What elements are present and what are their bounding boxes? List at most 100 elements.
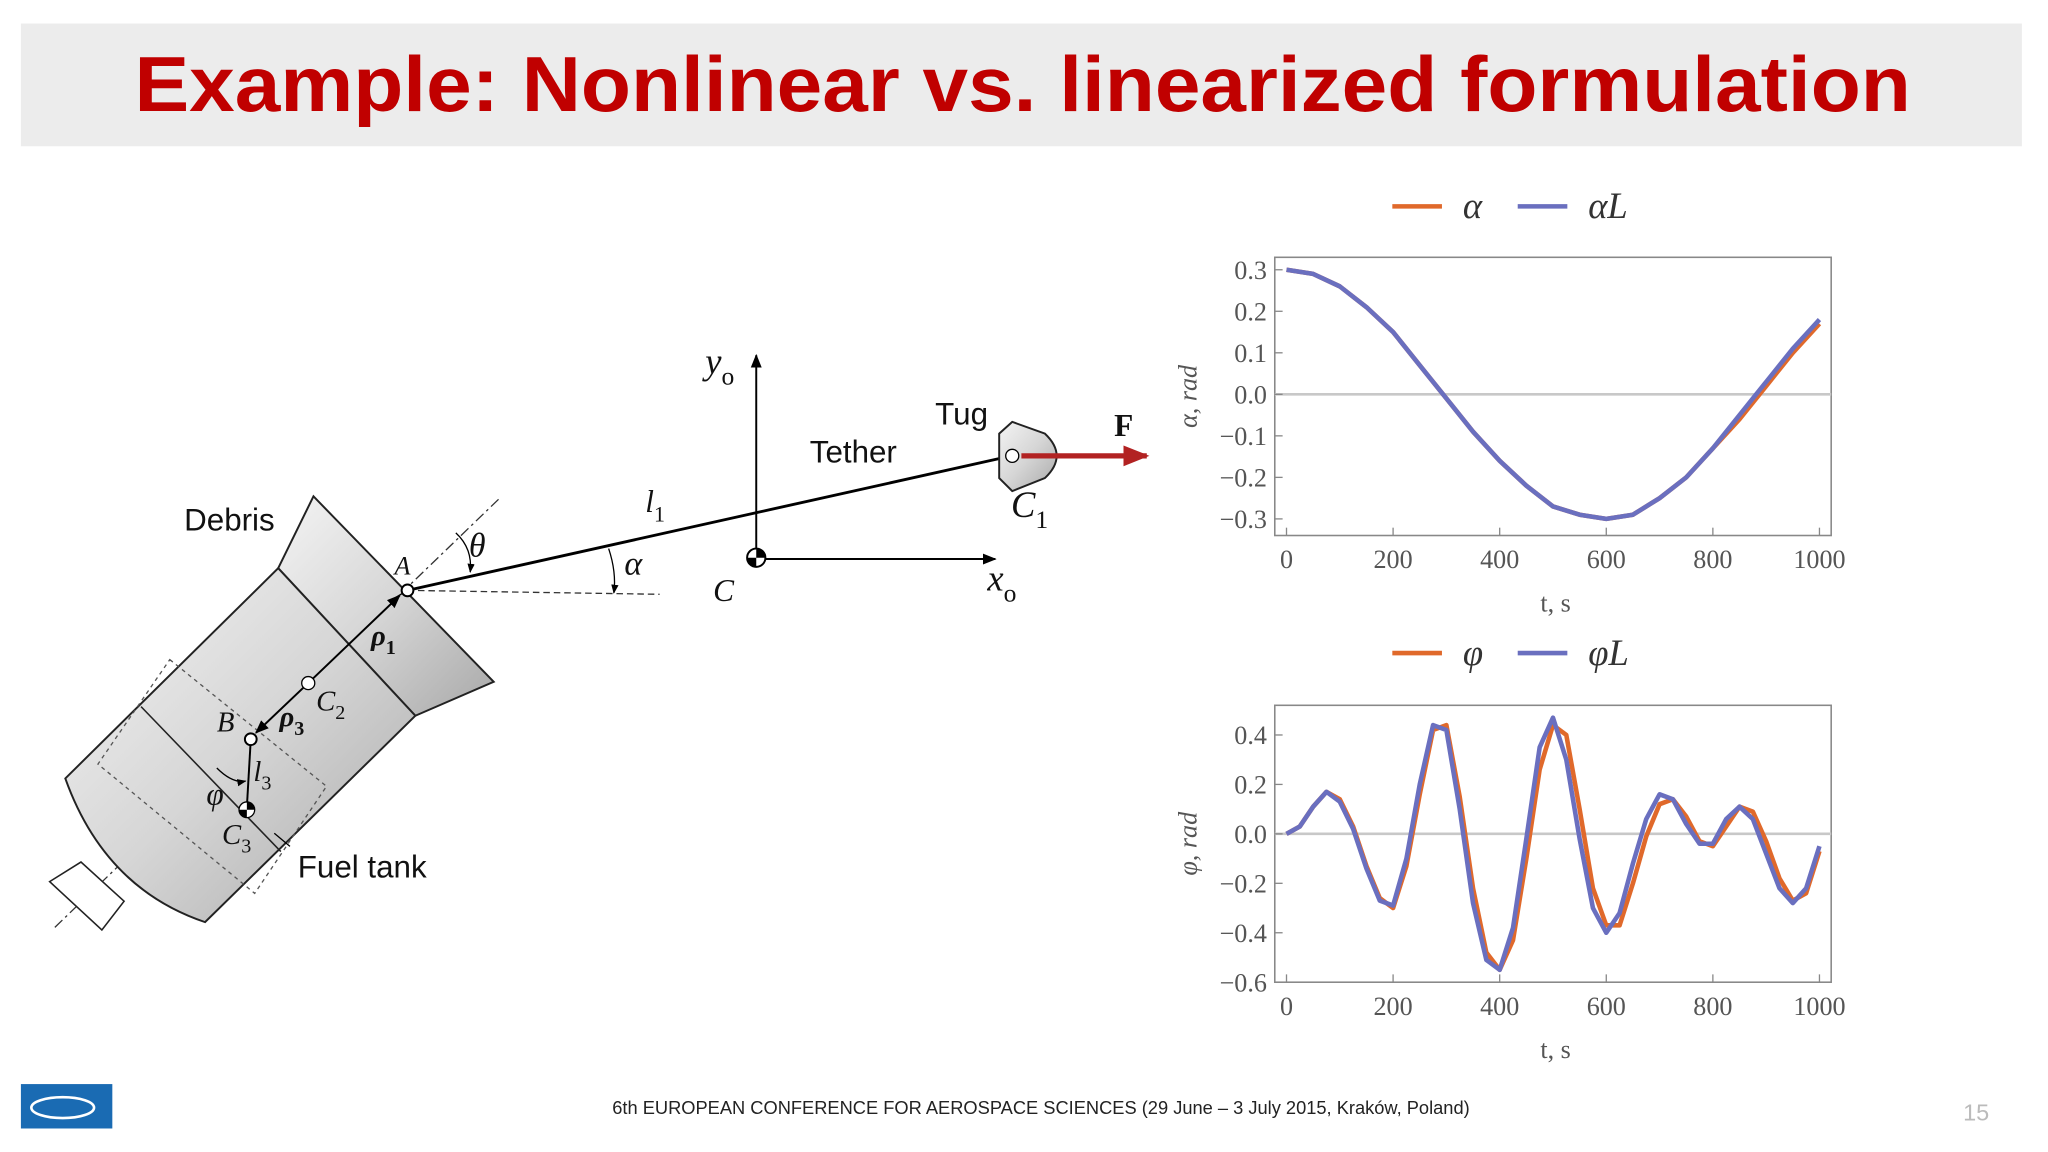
label-subscript: 3 bbox=[261, 773, 271, 795]
label-subscript: o bbox=[722, 362, 735, 391]
label-text: Fuel tank bbox=[298, 850, 427, 885]
x-tick-label: 200 bbox=[1374, 992, 1413, 1021]
diagram-label: θ bbox=[469, 527, 486, 564]
fuel-tank bbox=[64, 566, 417, 924]
y-tick-label: −0.3 bbox=[1220, 505, 1267, 534]
y-tick-label: 0.1 bbox=[1234, 339, 1267, 368]
label-text: l bbox=[253, 756, 261, 788]
diagram-label: α bbox=[624, 546, 643, 583]
label-text: C bbox=[316, 686, 336, 718]
tank-seam bbox=[140, 706, 282, 853]
label-text: θ bbox=[469, 527, 486, 564]
label-text: ρ bbox=[370, 620, 386, 652]
cm-c3 bbox=[239, 801, 255, 818]
diagram-label: Tug bbox=[935, 396, 988, 431]
tank-inner bbox=[97, 658, 328, 895]
diagram-label: l3 bbox=[253, 756, 271, 795]
label-text: A bbox=[392, 552, 411, 581]
y-tick-label: −0.1 bbox=[1220, 422, 1267, 451]
label-text: ρ bbox=[279, 701, 295, 733]
legend-label: α bbox=[1463, 185, 1483, 226]
x-tick-label: 800 bbox=[1693, 992, 1732, 1021]
diagram-label: φ bbox=[206, 777, 223, 812]
label-subscript: 3 bbox=[241, 835, 251, 857]
diagram-label: B bbox=[217, 706, 235, 738]
diagram bbox=[48, 353, 1150, 932]
y-tick-label: 0.2 bbox=[1234, 771, 1267, 800]
cm-c2 bbox=[301, 675, 316, 691]
x-tick-label: 400 bbox=[1480, 992, 1519, 1021]
legend-label: φ bbox=[1463, 632, 1483, 673]
label-text: φ bbox=[206, 777, 223, 812]
y-tick-label: 0.2 bbox=[1234, 297, 1267, 326]
tether bbox=[407, 455, 1007, 592]
series-line bbox=[1286, 267, 1822, 522]
angle-arc bbox=[608, 548, 619, 594]
label-subscript: 1 bbox=[654, 501, 665, 526]
logo-mark bbox=[30, 1095, 96, 1120]
y-tick-label: 0.0 bbox=[1234, 380, 1267, 409]
y-tick-label: 0.0 bbox=[1234, 820, 1267, 849]
diagram-label: l1 bbox=[645, 484, 665, 526]
label-text: Tether bbox=[810, 434, 897, 469]
slide-title: Example: Nonlinear vs. linearized formul… bbox=[135, 40, 1911, 128]
y-tick-label: −0.2 bbox=[1220, 869, 1267, 898]
point-a bbox=[400, 583, 415, 598]
label-text: B bbox=[217, 706, 235, 738]
angle-arc bbox=[455, 532, 475, 573]
title-bar bbox=[20, 23, 2022, 147]
y-tick-label: 0.4 bbox=[1234, 721, 1267, 750]
y-tick-label: −0.2 bbox=[1220, 464, 1267, 493]
y-tick-label: 0.3 bbox=[1234, 256, 1267, 285]
logo bbox=[20, 1084, 113, 1129]
pointer bbox=[273, 832, 291, 847]
label-text: C bbox=[1011, 484, 1036, 525]
x-tick-label: 1000 bbox=[1793, 545, 1845, 574]
y-tick-label: −0.6 bbox=[1220, 968, 1267, 997]
legend-label: αL bbox=[1588, 185, 1628, 226]
diagram-label: Tether bbox=[810, 434, 897, 469]
x-tick-label: 200 bbox=[1374, 545, 1413, 574]
rho3-arrow bbox=[255, 682, 309, 734]
cm-c1 bbox=[1005, 448, 1020, 464]
y-axis-label: φ, rad bbox=[1173, 811, 1202, 876]
x-axis-label: t, s bbox=[1540, 588, 1570, 617]
x-tick-label: 600 bbox=[1587, 545, 1626, 574]
x-tick-label: 0 bbox=[1280, 992, 1293, 1021]
x-tick-label: 400 bbox=[1480, 545, 1519, 574]
label-text: α bbox=[624, 546, 643, 583]
cm-symbol bbox=[747, 548, 766, 567]
x-tick-label: 1000 bbox=[1793, 992, 1845, 1021]
label-text: C bbox=[713, 573, 735, 608]
point-b bbox=[243, 732, 258, 747]
label-subscript: 1 bbox=[1035, 505, 1048, 534]
diagram-label: C1 bbox=[1011, 484, 1048, 534]
label-subscript: 2 bbox=[335, 702, 345, 724]
x-tick-label: 600 bbox=[1587, 992, 1626, 1021]
angle-arc bbox=[216, 767, 247, 787]
x-axis-label: t, s bbox=[1540, 1035, 1570, 1064]
diagram-label: F bbox=[1114, 408, 1133, 443]
y-tick-label: −0.4 bbox=[1220, 919, 1267, 948]
label-text: C bbox=[222, 819, 242, 851]
label-text: Debris bbox=[184, 502, 275, 537]
legend-label: φL bbox=[1588, 632, 1629, 673]
label-text: l bbox=[645, 484, 654, 519]
rho1-arrow bbox=[307, 594, 401, 684]
diagram-label: Fuel tank bbox=[298, 850, 427, 885]
diagram-label: ρ1 bbox=[370, 620, 396, 659]
label-text: x bbox=[986, 557, 1003, 598]
diagram-label: C bbox=[713, 573, 735, 608]
series-line bbox=[1285, 715, 1822, 973]
label-text: F bbox=[1114, 408, 1133, 443]
footer: 6th EUROPEAN CONFERENCE FOR AEROSPACE SC… bbox=[612, 1097, 1469, 1118]
diagram-label: xo bbox=[986, 557, 1016, 607]
diagram-label: C2 bbox=[316, 686, 345, 725]
nozzle bbox=[48, 861, 126, 932]
diagram-label: C3 bbox=[222, 819, 251, 858]
x-tick-label: 0 bbox=[1280, 545, 1293, 574]
label-subscript: 1 bbox=[386, 637, 396, 659]
page-number: 15 bbox=[1963, 1100, 1989, 1126]
label-text: y bbox=[701, 341, 722, 382]
